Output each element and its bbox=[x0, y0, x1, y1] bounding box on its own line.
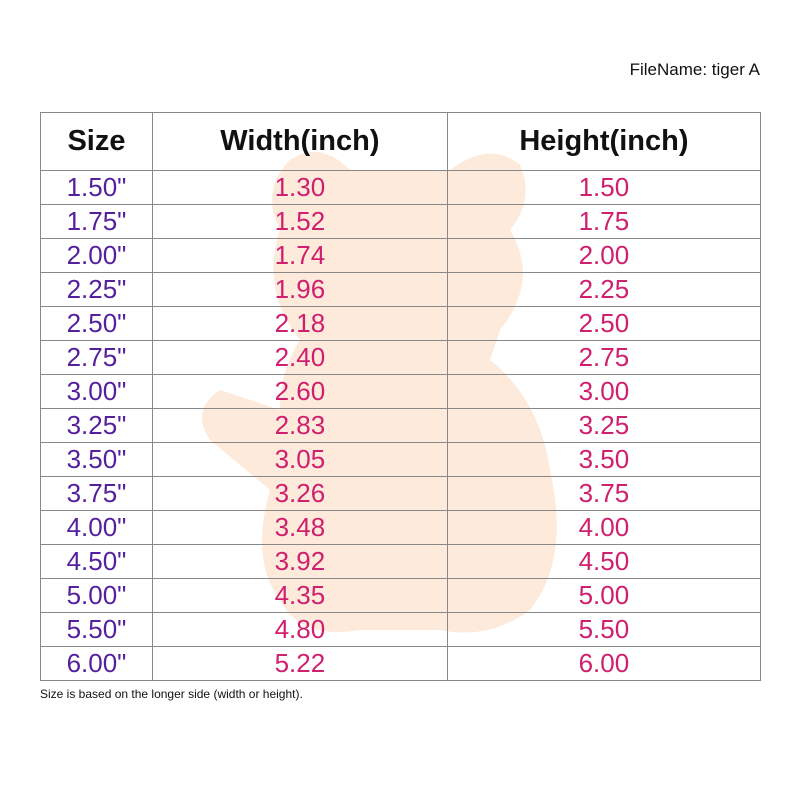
height-cell: 4.00 bbox=[446, 510, 762, 545]
size-cell: 6.00" bbox=[40, 646, 153, 681]
table-row: 1.75" 1.52 1.75 bbox=[40, 204, 762, 239]
table-row: 4.00" 3.48 4.00 bbox=[40, 510, 762, 545]
width-cell: 4.80 bbox=[151, 612, 448, 647]
table-row: 3.00" 2.60 3.00 bbox=[40, 374, 762, 409]
file-name: FileName: tiger A bbox=[629, 60, 760, 79]
width-cell: 1.74 bbox=[151, 238, 448, 273]
width-cell: 3.48 bbox=[151, 510, 448, 545]
width-cell: 1.96 bbox=[151, 272, 448, 307]
height-cell: 4.50 bbox=[446, 544, 762, 579]
size-cell: 2.75" bbox=[40, 340, 153, 375]
size-cell: 4.50" bbox=[40, 544, 153, 579]
height-cell: 2.75 bbox=[446, 340, 762, 375]
height-cell: 3.75 bbox=[446, 476, 762, 511]
table-row: 2.50" 2.18 2.50 bbox=[40, 306, 762, 341]
size-cell: 3.50" bbox=[40, 442, 153, 477]
width-cell: 3.05 bbox=[151, 442, 448, 477]
size-cell: 2.50" bbox=[40, 306, 153, 341]
size-cell: 2.00" bbox=[40, 238, 153, 273]
width-cell: 5.22 bbox=[151, 646, 448, 681]
table-row: 5.50" 4.80 5.50 bbox=[40, 612, 762, 647]
table-row: 2.00" 1.74 2.00 bbox=[40, 238, 762, 273]
width-cell: 2.18 bbox=[151, 306, 448, 341]
size-cell: 4.00" bbox=[40, 510, 153, 545]
width-cell: 1.30 bbox=[151, 170, 448, 205]
height-cell: 2.00 bbox=[446, 238, 762, 273]
width-cell: 3.92 bbox=[151, 544, 448, 579]
height-cell: 6.00 bbox=[446, 646, 762, 681]
width-cell: 3.26 bbox=[151, 476, 448, 511]
size-cell: 5.50" bbox=[40, 612, 153, 647]
height-cell: 5.50 bbox=[446, 612, 762, 647]
table-row: 4.50" 3.92 4.50 bbox=[40, 544, 762, 579]
table-row: 2.75" 2.40 2.75 bbox=[40, 340, 762, 375]
size-cell: 3.00" bbox=[40, 374, 153, 409]
width-cell: 2.60 bbox=[151, 374, 448, 409]
table-row: 3.25" 2.83 3.25 bbox=[40, 408, 762, 443]
height-cell: 3.50 bbox=[446, 442, 762, 477]
table-row: 5.00" 4.35 5.00 bbox=[40, 578, 762, 613]
width-cell: 2.40 bbox=[151, 340, 448, 375]
table-row: 6.00" 5.22 6.00 bbox=[40, 646, 762, 681]
width-cell: 1.52 bbox=[151, 204, 448, 239]
height-cell: 5.00 bbox=[446, 578, 762, 613]
height-cell: 1.75 bbox=[446, 204, 762, 239]
size-cell: 3.25" bbox=[40, 408, 153, 443]
table-row: 1.50" 1.30 1.50 bbox=[40, 170, 762, 205]
table-row: 2.25" 1.96 2.25 bbox=[40, 272, 762, 307]
header-width: Width(inch) bbox=[151, 112, 448, 171]
width-cell: 2.83 bbox=[151, 408, 448, 443]
size-cell: 1.75" bbox=[40, 204, 153, 239]
size-cell: 2.25" bbox=[40, 272, 153, 307]
size-cell: 5.00" bbox=[40, 578, 153, 613]
table-row: 3.50" 3.05 3.50 bbox=[40, 442, 762, 477]
size-cell: 3.75" bbox=[40, 476, 153, 511]
size-table: Size Width(inch) Height(inch) 1.50" 1.30 1.5… bbox=[40, 112, 762, 681]
height-cell: 1.50 bbox=[446, 170, 762, 205]
height-cell: 3.25 bbox=[446, 408, 762, 443]
height-cell: 3.00 bbox=[446, 374, 762, 409]
table-row: 3.75" 3.26 3.75 bbox=[40, 476, 762, 511]
height-cell: 2.50 bbox=[446, 306, 762, 341]
size-note: Size is based on the longer side (width … bbox=[40, 687, 303, 701]
header-size: Size bbox=[40, 112, 153, 171]
height-cell: 2.25 bbox=[446, 272, 762, 307]
header-height: Height(inch) bbox=[446, 112, 762, 171]
width-cell: 4.35 bbox=[151, 578, 448, 613]
size-cell: 1.50" bbox=[40, 170, 153, 205]
